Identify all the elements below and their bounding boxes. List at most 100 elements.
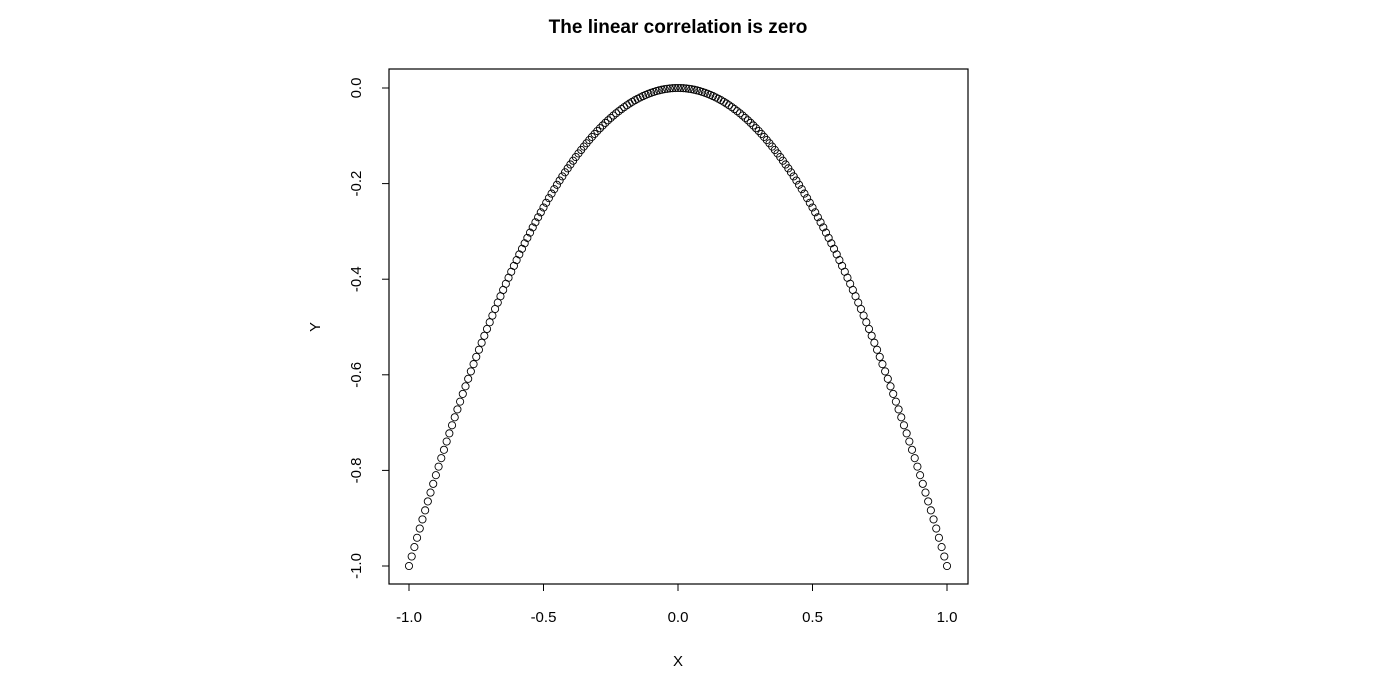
data-point <box>862 318 871 327</box>
data-point <box>716 96 726 105</box>
data-point <box>926 506 935 515</box>
data-point <box>552 180 562 189</box>
data-point <box>792 176 801 185</box>
data-point <box>937 543 946 552</box>
data-point <box>410 543 419 552</box>
data-point <box>534 213 543 222</box>
data-point <box>526 228 535 237</box>
data-point <box>536 208 545 217</box>
data-point <box>813 213 822 222</box>
data-point <box>784 164 793 173</box>
data-point <box>434 462 443 471</box>
data-point <box>905 437 914 446</box>
data-point <box>749 121 758 130</box>
data-point <box>617 105 626 114</box>
data-point <box>544 194 553 203</box>
data-point <box>875 352 884 361</box>
data-point <box>916 471 925 480</box>
data-point <box>558 172 567 181</box>
data-point <box>437 454 446 463</box>
data-point <box>593 126 602 136</box>
data-point <box>542 198 551 207</box>
data-point <box>735 109 744 118</box>
data-point <box>883 374 892 383</box>
y-axis: -1.0 -0.8 -0.6 -0.4 -0.2 0.0 <box>348 78 390 579</box>
data-point <box>727 103 736 112</box>
y-tick-label: -0.2 <box>348 171 365 197</box>
y-tick-label: -0.4 <box>348 266 365 292</box>
data-point <box>805 198 814 207</box>
data-point <box>803 194 812 203</box>
data-point <box>821 228 831 237</box>
data-point <box>754 126 763 136</box>
y-tick-label: -1.0 <box>348 553 365 579</box>
data-point <box>531 218 540 227</box>
data-point <box>789 172 798 181</box>
data-point <box>450 413 459 422</box>
data-point <box>687 85 696 94</box>
data-point <box>431 471 440 480</box>
data-point <box>464 374 473 383</box>
y-tick-label: -0.8 <box>348 457 365 483</box>
data-point <box>520 239 529 248</box>
data-point <box>671 83 680 93</box>
data-point <box>899 421 909 430</box>
data-point <box>604 116 613 125</box>
data-point <box>461 382 470 391</box>
data-point <box>902 429 911 438</box>
data-point <box>453 405 462 414</box>
data-point <box>474 345 483 354</box>
data-point <box>932 524 941 533</box>
data-point <box>824 233 833 242</box>
data-point <box>587 132 596 141</box>
plot-frame <box>388 68 969 585</box>
data-point <box>942 561 952 571</box>
data-point <box>482 324 492 334</box>
data-point <box>940 552 949 561</box>
data-point <box>601 118 610 127</box>
data-point <box>609 111 618 120</box>
data-point <box>878 360 887 369</box>
data-point <box>421 506 430 515</box>
data-point <box>730 105 739 114</box>
data-point <box>924 497 933 506</box>
data-point <box>797 185 806 194</box>
data-point <box>418 515 427 524</box>
data-point <box>910 454 919 463</box>
data-point <box>614 107 623 116</box>
y-tick-label: 0.0 <box>348 78 365 99</box>
data-point <box>660 85 669 94</box>
data-point <box>523 233 532 242</box>
data-point <box>407 552 416 561</box>
data-point <box>757 129 766 138</box>
data-point <box>676 83 685 93</box>
data-point <box>827 239 836 248</box>
data-point <box>682 84 691 93</box>
x-tick-label: 0.5 <box>802 609 823 626</box>
x-tick-label: 1.0 <box>937 609 958 626</box>
data-point <box>808 203 817 212</box>
data-point <box>816 218 825 227</box>
data-point <box>528 223 537 232</box>
data-point <box>547 189 556 198</box>
x-tick-label: -0.5 <box>531 609 557 626</box>
y-tick-label: -0.6 <box>348 362 365 388</box>
data-point <box>595 124 605 133</box>
x-tick-label: -1.0 <box>396 609 422 626</box>
data-point <box>891 397 900 406</box>
data-point <box>663 84 672 93</box>
x-axis-label: X <box>673 653 683 670</box>
data-point <box>921 488 930 497</box>
data-point <box>456 397 465 406</box>
data-point <box>480 331 489 340</box>
data-point <box>429 479 438 488</box>
data-point <box>413 533 422 542</box>
data-point <box>746 118 755 127</box>
data-point <box>590 129 599 138</box>
data-point <box>934 533 943 542</box>
data-point <box>458 389 467 398</box>
data-point <box>889 389 898 398</box>
data-point <box>751 124 761 133</box>
data-point <box>426 488 435 497</box>
data-point <box>477 338 486 347</box>
